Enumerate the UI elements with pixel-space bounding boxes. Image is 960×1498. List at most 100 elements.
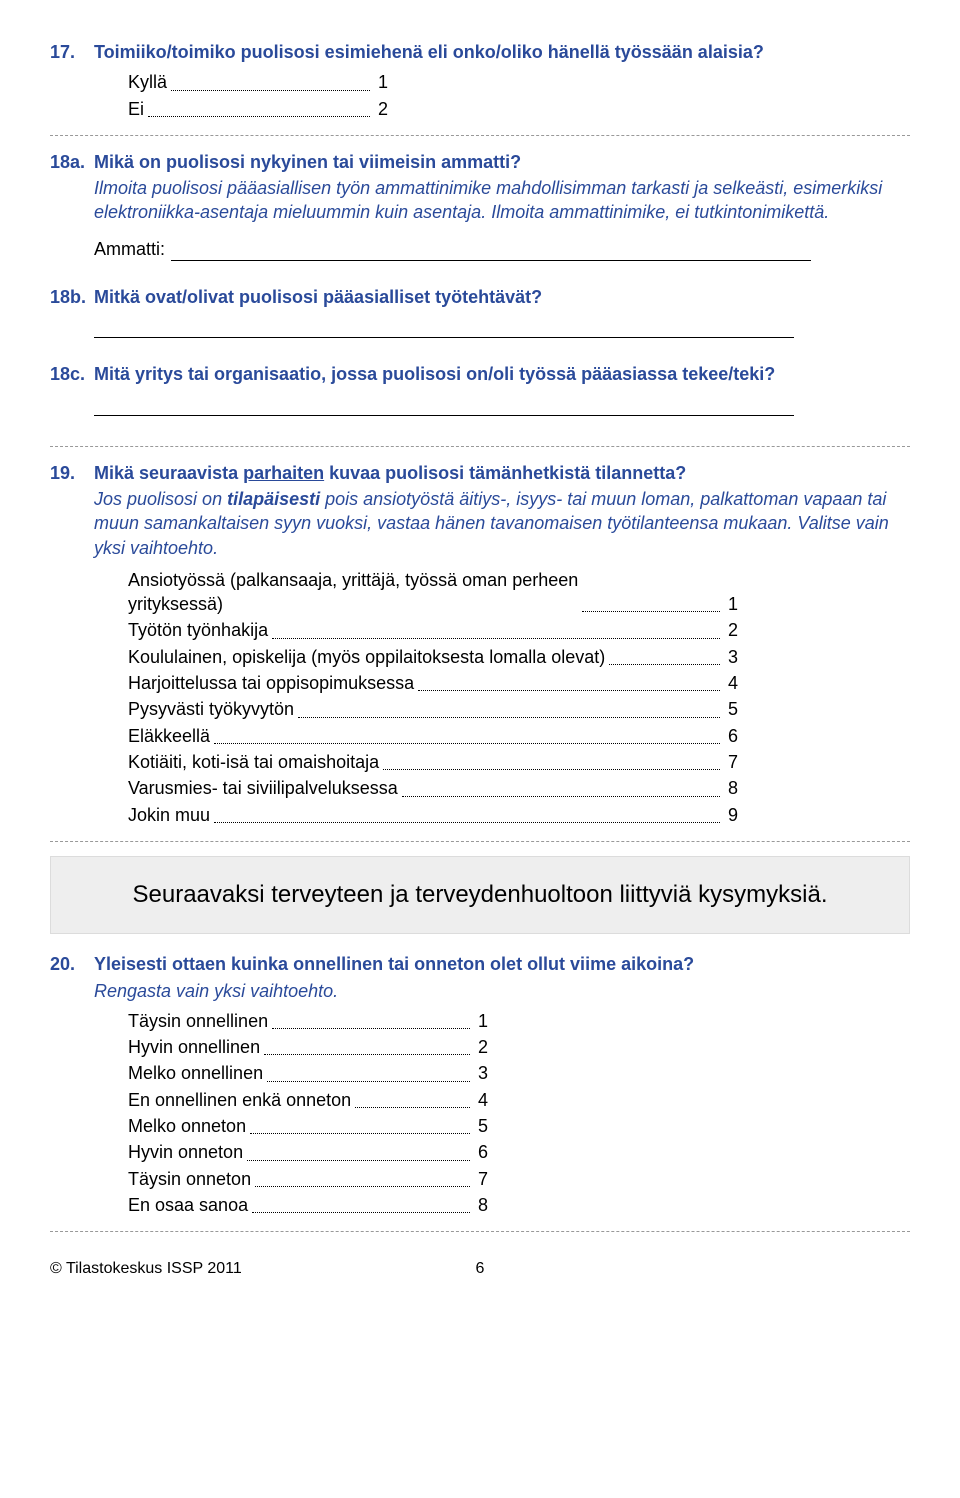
option-value: 5 [474, 1114, 488, 1138]
option-value: 6 [474, 1140, 488, 1164]
q18a-title: Mikä on puolisosi nykyinen tai viimeisin… [94, 150, 910, 174]
divider [50, 135, 910, 136]
leader-dots [298, 717, 720, 718]
option-label: Eläkkeellä [128, 724, 210, 748]
option-label: Kotiäiti, koti-isä tai omaishoitaja [128, 750, 379, 774]
leader-dots [582, 611, 720, 612]
option-value: 7 [724, 750, 738, 774]
leader-dots [418, 690, 720, 691]
q19-options: Ansiotyössä (palkansaaja, yrittäjä, työs… [128, 568, 910, 827]
q19-title-post: kuvaa puolisosi tämänhetkistä tilannetta… [324, 463, 686, 483]
q18c: 18c. Mitä yritys tai organisaatio, jossa… [50, 362, 910, 415]
q19-title: Mikä seuraavista parhaiten kuvaa puoliso… [94, 461, 910, 485]
option-value: 7 [474, 1167, 488, 1191]
leader-dots [214, 822, 720, 823]
q17-number: 17. [50, 40, 94, 64]
option-row: En osaa sanoa 8 [128, 1193, 488, 1217]
q19-title-underlined: parhaiten [243, 463, 324, 483]
q19-instr-text: Jos puolisosi on tilapäisesti pois ansio… [94, 489, 889, 558]
leader-dots [355, 1107, 470, 1108]
divider [50, 1231, 910, 1232]
leader-dots [272, 1028, 470, 1029]
option-value: 1 [374, 70, 388, 94]
option-label: En osaa sanoa [128, 1193, 248, 1217]
option-value: 8 [724, 776, 738, 800]
option-value: 8 [474, 1193, 488, 1217]
option-label-line: yrityksessä) [128, 592, 223, 616]
leader-dots [383, 769, 720, 770]
q20: 20. Yleisesti ottaen kuinka onnellinen t… [50, 952, 910, 1217]
q19-number: 19. [50, 461, 94, 485]
leader-dots [272, 638, 720, 639]
leader-dots [402, 796, 720, 797]
option-row: Ansiotyössä (palkansaaja, yrittäjä, työs… [128, 568, 738, 617]
q19-title-pre: Mikä seuraavista [94, 463, 243, 483]
leader-dots [264, 1054, 470, 1055]
option-value: 4 [474, 1088, 488, 1112]
input-underline[interactable] [94, 337, 794, 338]
q17-title: Toimiiko/toimiko puolisosi esimiehenä el… [94, 40, 910, 64]
footer-page-number: 6 [460, 1258, 500, 1280]
option-row: Koululainen, opiskelija (myös oppilaitok… [128, 645, 738, 669]
option-label: Melko onneton [128, 1114, 246, 1138]
option-label: Hyvin onnellinen [128, 1035, 260, 1059]
option-row: Täysin onneton 7 [128, 1167, 488, 1191]
option-row: Täysin onnellinen 1 [128, 1009, 488, 1033]
leader-dots [148, 116, 370, 117]
option-value: 5 [724, 697, 738, 721]
option-label: Työtön työnhakija [128, 618, 268, 642]
q18a-field: Ammatti: [94, 237, 910, 261]
footer-copyright: © Tilastokeskus ISSP 2011 [50, 1258, 460, 1280]
option-label: En onnellinen enkä onneton [128, 1088, 351, 1112]
option-row: Kotiäiti, koti-isä tai omaishoitaja 7 [128, 750, 738, 774]
q18b-number: 18b. [50, 285, 94, 309]
option-label: Hyvin onneton [128, 1140, 243, 1164]
option-label: Kyllä [128, 70, 167, 94]
option-row: Hyvin onnellinen 2 [128, 1035, 488, 1059]
leader-dots [609, 664, 720, 665]
option-row: Eläkkeellä 6 [128, 724, 738, 748]
q18c-title: Mitä yritys tai organisaatio, jossa puol… [94, 362, 910, 386]
q17: 17. Toimiiko/toimiko puolisosi esimiehen… [50, 40, 910, 121]
section-heading: Seuraavaksi terveyteen ja terveydenhuolt… [50, 856, 910, 934]
option-row: Jokin muu 9 [128, 803, 738, 827]
option-label: Ei [128, 97, 144, 121]
q17-options: Kyllä 1 Ei 2 [128, 70, 910, 121]
q19-instructions: Jos puolisosi on tilapäisesti pois ansio… [94, 487, 910, 560]
option-value: 2 [474, 1035, 488, 1059]
q18c-number: 18c. [50, 362, 94, 386]
option-label: Harjoittelussa tai oppisopimuksessa [128, 671, 414, 695]
q20-number: 20. [50, 952, 94, 976]
q20-options: Täysin onnellinen 1 Hyvin onnellinen 2 M… [128, 1009, 910, 1217]
option-row: Melko onnellinen 3 [128, 1061, 488, 1085]
option-label: Täysin onnellinen [128, 1009, 268, 1033]
option-row: Työtön työnhakija 2 [128, 618, 738, 642]
option-label: Täysin onneton [128, 1167, 251, 1191]
q20-title: Yleisesti ottaen kuinka onnellinen tai o… [94, 952, 910, 976]
input-underline[interactable] [171, 260, 811, 261]
option-label-line: Ansiotyössä (palkansaaja, yrittäjä, työs… [128, 568, 578, 592]
option-row: Hyvin onneton 6 [128, 1140, 488, 1164]
input-underline[interactable] [94, 415, 794, 416]
option-row: Ei 2 [128, 97, 388, 121]
option-label: Varusmies- tai siviilipalveluksessa [128, 776, 398, 800]
option-label: Koululainen, opiskelija (myös oppilaitok… [128, 645, 605, 669]
q18a: 18a. Mikä on puolisosi nykyinen tai viim… [50, 150, 910, 261]
option-row: En onnellinen enkä onneton 4 [128, 1088, 488, 1112]
option-value: 3 [474, 1061, 488, 1085]
page-footer: © Tilastokeskus ISSP 2011 6 [50, 1258, 910, 1280]
leader-dots [250, 1133, 470, 1134]
option-value: 2 [724, 618, 738, 642]
option-label: Jokin muu [128, 803, 210, 827]
q20-instructions: Rengasta vain yksi vaihtoehto. [94, 979, 910, 1003]
option-value: 9 [724, 803, 738, 827]
option-value: 2 [374, 97, 388, 121]
leader-dots [247, 1160, 470, 1161]
option-row: Melko onneton 5 [128, 1114, 488, 1138]
divider [50, 841, 910, 842]
q18b: 18b. Mitkä ovat/olivat puolisosi pääasia… [50, 285, 910, 338]
option-value: 1 [724, 592, 738, 616]
option-value: 4 [724, 671, 738, 695]
q18a-number: 18a. [50, 150, 94, 174]
footer-spacer [500, 1258, 910, 1280]
